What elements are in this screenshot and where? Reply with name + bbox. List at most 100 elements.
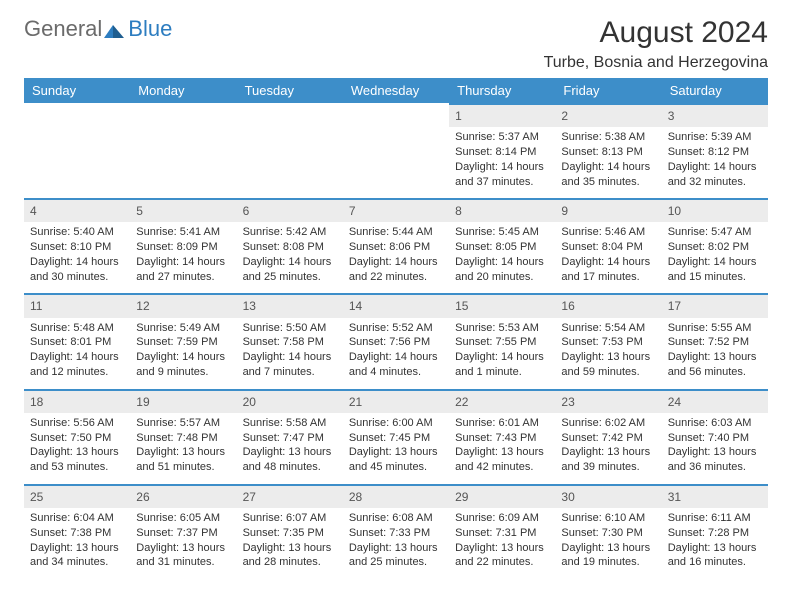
sunrise-line: Sunrise: 5:58 AM [243, 416, 337, 431]
calendar-day-cell: 27Sunrise: 6:07 AMSunset: 7:35 PMDayligh… [237, 484, 343, 579]
daylight-line-2: and 34 minutes. [30, 555, 124, 570]
weekday-header: Tuesday [237, 78, 343, 103]
daylight-line-2: and 9 minutes. [136, 365, 230, 380]
calendar-week-row: 18Sunrise: 5:56 AMSunset: 7:50 PMDayligh… [24, 389, 768, 484]
day-number: 10 [662, 198, 768, 222]
daylight-line-2: and 16 minutes. [668, 555, 762, 570]
sunrise-line: Sunrise: 6:00 AM [349, 416, 443, 431]
sunrise-line: Sunrise: 5:50 AM [243, 321, 337, 336]
calendar-day-cell: 8Sunrise: 5:45 AMSunset: 8:05 PMDaylight… [449, 198, 555, 293]
day-details: Sunrise: 6:05 AMSunset: 7:37 PMDaylight:… [130, 508, 236, 579]
daylight-line-1: Daylight: 13 hours [30, 541, 124, 556]
calendar-day-cell: 19Sunrise: 5:57 AMSunset: 7:48 PMDayligh… [130, 389, 236, 484]
brand-blue: Blue [128, 16, 172, 42]
sunset-line: Sunset: 7:47 PM [243, 431, 337, 446]
daylight-line-1: Daylight: 13 hours [668, 350, 762, 365]
sunrise-line: Sunrise: 5:56 AM [30, 416, 124, 431]
calendar-day-cell: 23Sunrise: 6:02 AMSunset: 7:42 PMDayligh… [555, 389, 661, 484]
daylight-line-1: Daylight: 14 hours [455, 255, 549, 270]
weekday-header: Thursday [449, 78, 555, 103]
day-details: Sunrise: 6:07 AMSunset: 7:35 PMDaylight:… [237, 508, 343, 579]
day-details: Sunrise: 5:53 AMSunset: 7:55 PMDaylight:… [449, 318, 555, 389]
calendar-day-cell: 30Sunrise: 6:10 AMSunset: 7:30 PMDayligh… [555, 484, 661, 579]
day-number: 4 [24, 198, 130, 222]
sunset-line: Sunset: 7:38 PM [30, 526, 124, 541]
daylight-line-2: and 25 minutes. [243, 270, 337, 285]
calendar-week-row: 11Sunrise: 5:48 AMSunset: 8:01 PMDayligh… [24, 293, 768, 388]
title-block: August 2024 Turbe, Bosnia and Herzegovin… [544, 16, 768, 72]
daylight-line-1: Daylight: 13 hours [243, 541, 337, 556]
daylight-line-2: and 4 minutes. [349, 365, 443, 380]
day-details: Sunrise: 6:00 AMSunset: 7:45 PMDaylight:… [343, 413, 449, 484]
sunrise-line: Sunrise: 6:07 AM [243, 511, 337, 526]
day-number: 20 [237, 389, 343, 413]
day-details: Sunrise: 5:38 AMSunset: 8:13 PMDaylight:… [555, 127, 661, 198]
sunrise-line: Sunrise: 6:05 AM [136, 511, 230, 526]
calendar-day-cell: 11Sunrise: 5:48 AMSunset: 8:01 PMDayligh… [24, 293, 130, 388]
daylight-line-1: Daylight: 13 hours [136, 541, 230, 556]
daylight-line-1: Daylight: 13 hours [455, 541, 549, 556]
calendar-day-cell: 21Sunrise: 6:00 AMSunset: 7:45 PMDayligh… [343, 389, 449, 484]
daylight-line-1: Daylight: 14 hours [455, 160, 549, 175]
daylight-line-1: Daylight: 14 hours [349, 255, 443, 270]
sunrise-line: Sunrise: 6:08 AM [349, 511, 443, 526]
sunset-line: Sunset: 7:45 PM [349, 431, 443, 446]
calendar-day-cell: 28Sunrise: 6:08 AMSunset: 7:33 PMDayligh… [343, 484, 449, 579]
daylight-line-1: Daylight: 14 hours [30, 255, 124, 270]
calendar-day-cell: 22Sunrise: 6:01 AMSunset: 7:43 PMDayligh… [449, 389, 555, 484]
day-details: Sunrise: 5:44 AMSunset: 8:06 PMDaylight:… [343, 222, 449, 293]
sunset-line: Sunset: 8:05 PM [455, 240, 549, 255]
daylight-line-2: and 56 minutes. [668, 365, 762, 380]
daylight-line-2: and 22 minutes. [349, 270, 443, 285]
day-details: Sunrise: 5:52 AMSunset: 7:56 PMDaylight:… [343, 318, 449, 389]
day-number: 28 [343, 484, 449, 508]
day-number: 19 [130, 389, 236, 413]
daylight-line-1: Daylight: 14 hours [30, 350, 124, 365]
day-details: Sunrise: 6:02 AMSunset: 7:42 PMDaylight:… [555, 413, 661, 484]
weekday-header: Wednesday [343, 78, 449, 103]
day-details: Sunrise: 5:56 AMSunset: 7:50 PMDaylight:… [24, 413, 130, 484]
daylight-line-2: and 59 minutes. [561, 365, 655, 380]
calendar-day-cell: 7Sunrise: 5:44 AMSunset: 8:06 PMDaylight… [343, 198, 449, 293]
sunset-line: Sunset: 7:48 PM [136, 431, 230, 446]
sunrise-line: Sunrise: 5:41 AM [136, 225, 230, 240]
calendar-page: General Blue August 2024 Turbe, Bosnia a… [0, 0, 792, 591]
daylight-line-1: Daylight: 13 hours [136, 445, 230, 460]
day-number: 13 [237, 293, 343, 317]
sunrise-line: Sunrise: 5:47 AM [668, 225, 762, 240]
day-details: Sunrise: 5:42 AMSunset: 8:08 PMDaylight:… [237, 222, 343, 293]
daylight-line-1: Daylight: 13 hours [561, 350, 655, 365]
weekday-header: Friday [555, 78, 661, 103]
day-number: 26 [130, 484, 236, 508]
weekday-header: Sunday [24, 78, 130, 103]
sunset-line: Sunset: 8:10 PM [30, 240, 124, 255]
daylight-line-2: and 7 minutes. [243, 365, 337, 380]
daylight-line-1: Daylight: 14 hours [668, 160, 762, 175]
sunrise-line: Sunrise: 5:49 AM [136, 321, 230, 336]
sunset-line: Sunset: 7:40 PM [668, 431, 762, 446]
day-number: 27 [237, 484, 343, 508]
day-number: 30 [555, 484, 661, 508]
daylight-line-2: and 1 minute. [455, 365, 549, 380]
sunrise-line: Sunrise: 5:42 AM [243, 225, 337, 240]
weekday-header: Saturday [662, 78, 768, 103]
calendar-day-cell: 31Sunrise: 6:11 AMSunset: 7:28 PMDayligh… [662, 484, 768, 579]
daylight-line-1: Daylight: 13 hours [243, 445, 337, 460]
calendar-day-cell [130, 103, 236, 198]
brand-general: General [24, 16, 102, 42]
calendar-table: SundayMondayTuesdayWednesdayThursdayFrid… [24, 78, 768, 579]
sunrise-line: Sunrise: 5:54 AM [561, 321, 655, 336]
daylight-line-2: and 17 minutes. [561, 270, 655, 285]
sunset-line: Sunset: 7:59 PM [136, 335, 230, 350]
daylight-line-2: and 51 minutes. [136, 460, 230, 475]
sunrise-line: Sunrise: 6:01 AM [455, 416, 549, 431]
sunset-line: Sunset: 7:28 PM [668, 526, 762, 541]
sunset-line: Sunset: 8:12 PM [668, 145, 762, 160]
calendar-day-cell: 9Sunrise: 5:46 AMSunset: 8:04 PMDaylight… [555, 198, 661, 293]
calendar-day-cell: 6Sunrise: 5:42 AMSunset: 8:08 PMDaylight… [237, 198, 343, 293]
sunrise-line: Sunrise: 5:37 AM [455, 130, 549, 145]
day-number: 12 [130, 293, 236, 317]
day-number: 23 [555, 389, 661, 413]
topbar: General Blue August 2024 Turbe, Bosnia a… [24, 16, 768, 72]
sunrise-line: Sunrise: 6:03 AM [668, 416, 762, 431]
